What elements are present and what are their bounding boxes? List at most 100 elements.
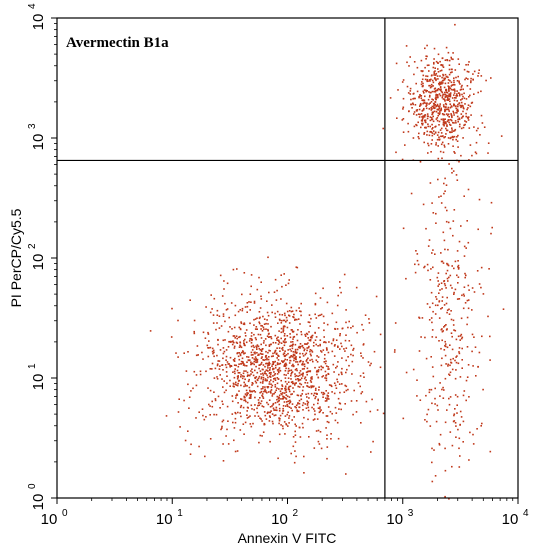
- data-point: [308, 339, 311, 341]
- data-point: [337, 346, 339, 348]
- data-point: [244, 383, 247, 386]
- data-point: [259, 434, 262, 437]
- data-point: [434, 475, 437, 477]
- data-point: [480, 286, 482, 289]
- data-point: [423, 115, 425, 118]
- data-point: [456, 80, 459, 82]
- data-point: [435, 79, 437, 82]
- data-point: [413, 125, 416, 128]
- data-point: [327, 406, 330, 408]
- data-point: [225, 359, 227, 361]
- data-point: [460, 127, 463, 130]
- data-point: [431, 302, 434, 305]
- data-point: [304, 333, 306, 336]
- data-point: [255, 345, 257, 348]
- data-point: [453, 129, 456, 132]
- data-point: [293, 316, 295, 319]
- data-point: [477, 228, 479, 231]
- data-point: [447, 221, 450, 224]
- data-point: [282, 325, 285, 328]
- data-point: [237, 310, 240, 313]
- data-point: [422, 85, 424, 87]
- data-point: [449, 95, 452, 98]
- data-point: [217, 338, 219, 341]
- data-point: [464, 272, 466, 275]
- data-point: [445, 324, 447, 326]
- data-point: [280, 322, 283, 324]
- data-point: [283, 333, 286, 335]
- data-point: [471, 154, 473, 157]
- data-point: [250, 351, 253, 354]
- data-point: [175, 352, 177, 354]
- data-point: [429, 306, 431, 309]
- data-point: [432, 212, 435, 214]
- data-point: [449, 103, 452, 105]
- data-point: [224, 302, 226, 305]
- data-point: [276, 382, 279, 385]
- data-point: [450, 361, 452, 364]
- data-point: [464, 123, 466, 126]
- data-point: [234, 421, 237, 424]
- data-point: [278, 318, 281, 321]
- data-point: [412, 137, 415, 139]
- data-point: [309, 370, 311, 373]
- data-point: [322, 375, 325, 377]
- data-point: [298, 386, 301, 388]
- data-point: [448, 276, 450, 279]
- data-point: [260, 343, 262, 346]
- data-point: [209, 438, 212, 440]
- data-point: [268, 349, 270, 352]
- data-point: [460, 113, 463, 115]
- data-point: [447, 143, 450, 145]
- data-point: [306, 358, 308, 361]
- data-point: [295, 361, 297, 363]
- data-point: [265, 418, 268, 420]
- data-point: [429, 119, 432, 122]
- data-point: [438, 93, 441, 95]
- data-point: [475, 152, 478, 155]
- data-point: [370, 362, 372, 365]
- data-point: [295, 404, 298, 407]
- data-point: [454, 69, 457, 71]
- data-point: [281, 314, 284, 316]
- data-point: [453, 103, 455, 106]
- data-point: [213, 391, 215, 393]
- data-point: [277, 354, 279, 357]
- data-point: [402, 417, 405, 420]
- data-point: [283, 421, 286, 423]
- x-tick-exponent: 0: [62, 508, 68, 519]
- data-point: [314, 302, 317, 305]
- data-point: [205, 370, 207, 373]
- data-point: [297, 329, 299, 331]
- data-point: [459, 424, 461, 426]
- data-point: [252, 354, 254, 356]
- data-point: [287, 377, 290, 379]
- data-point: [265, 328, 267, 330]
- data-point: [463, 107, 465, 110]
- data-point: [431, 329, 434, 331]
- data-point: [277, 336, 279, 338]
- data-point: [418, 132, 420, 135]
- data-point: [286, 335, 289, 337]
- data-point: [273, 392, 275, 395]
- data-point: [466, 323, 468, 326]
- data-point: [437, 178, 439, 181]
- data-point: [330, 384, 332, 387]
- data-point: [435, 144, 437, 146]
- data-point: [302, 402, 305, 404]
- data-point: [352, 349, 354, 351]
- data-point: [332, 363, 335, 366]
- data-point: [330, 438, 332, 440]
- data-point: [435, 298, 438, 300]
- data-point: [252, 344, 255, 347]
- data-point: [428, 103, 430, 105]
- data-point: [306, 347, 308, 349]
- data-point: [433, 61, 435, 64]
- data-point: [287, 400, 290, 402]
- data-point: [226, 308, 229, 310]
- data-point: [258, 353, 260, 356]
- data-point: [307, 362, 309, 364]
- data-point: [445, 89, 448, 92]
- data-point: [209, 311, 212, 314]
- data-point: [458, 80, 460, 83]
